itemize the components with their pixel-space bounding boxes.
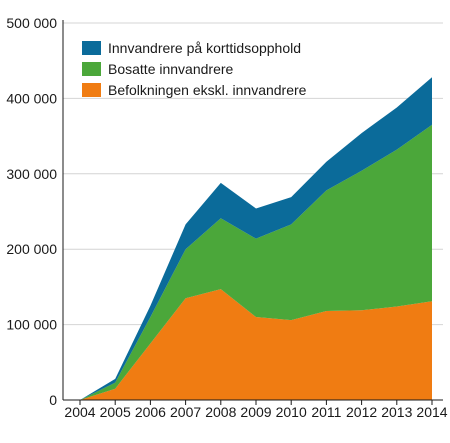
y-tick-label-3: 300 000 [6, 166, 57, 182]
x-tick-label-10: 2014 [416, 404, 447, 420]
legend: Innvandrere på korttidsopphold Bosatte in… [82, 40, 307, 98]
x-tick-label-3: 2007 [170, 404, 201, 420]
x-tick-label-9: 2013 [381, 404, 412, 420]
x-tick-label-7: 2011 [311, 404, 341, 420]
legend-item-1: Bosatte innvandrere [82, 61, 234, 77]
legend-item-2: Befolkningen ekskl. innvandrere [82, 82, 307, 98]
area-series [80, 77, 432, 401]
x-tick-label-1: 2005 [100, 404, 131, 420]
area-series-1 [80, 124, 432, 400]
x-tick-label-4: 2008 [205, 404, 236, 420]
y-tick-label-4: 400 000 [6, 90, 57, 106]
y-tick-label-5: 500 000 [6, 15, 57, 31]
x-tick-label-8: 2012 [346, 404, 377, 420]
area-series-2 [80, 77, 432, 401]
x-tick-label-5: 2009 [240, 404, 271, 420]
x-tick-labels: 2004 2005 2006 2007 2008 2009 2010 2011 2012 2013… [64, 404, 447, 420]
y-tick-label-1: 100 000 [6, 317, 57, 333]
x-tick-label-2: 2006 [135, 404, 166, 420]
legend-label-1: Bosatte innvandrere [108, 61, 234, 77]
legend-swatch-2 [82, 83, 101, 97]
legend-label-0: Innvandrere på korttidsopphold [108, 40, 301, 56]
x-tick-label-0: 2004 [64, 404, 95, 420]
y-tick-label-2: 200 000 [6, 241, 57, 257]
area-series-0 [80, 289, 432, 400]
legend-item-0: Innvandrere på korttidsopphold [82, 40, 301, 56]
y-tick-labels: 0 100 000 200 000 300 000 400 000 500 000 [6, 15, 57, 408]
axes [62, 20, 443, 405]
legend-label-2: Befolkningen ekskl. innvandrere [108, 82, 307, 98]
x-tick-label-6: 2010 [276, 404, 307, 420]
y-tick-label-0: 0 [49, 392, 57, 408]
legend-swatch-1 [82, 62, 101, 76]
legend-swatch-0 [82, 41, 101, 55]
